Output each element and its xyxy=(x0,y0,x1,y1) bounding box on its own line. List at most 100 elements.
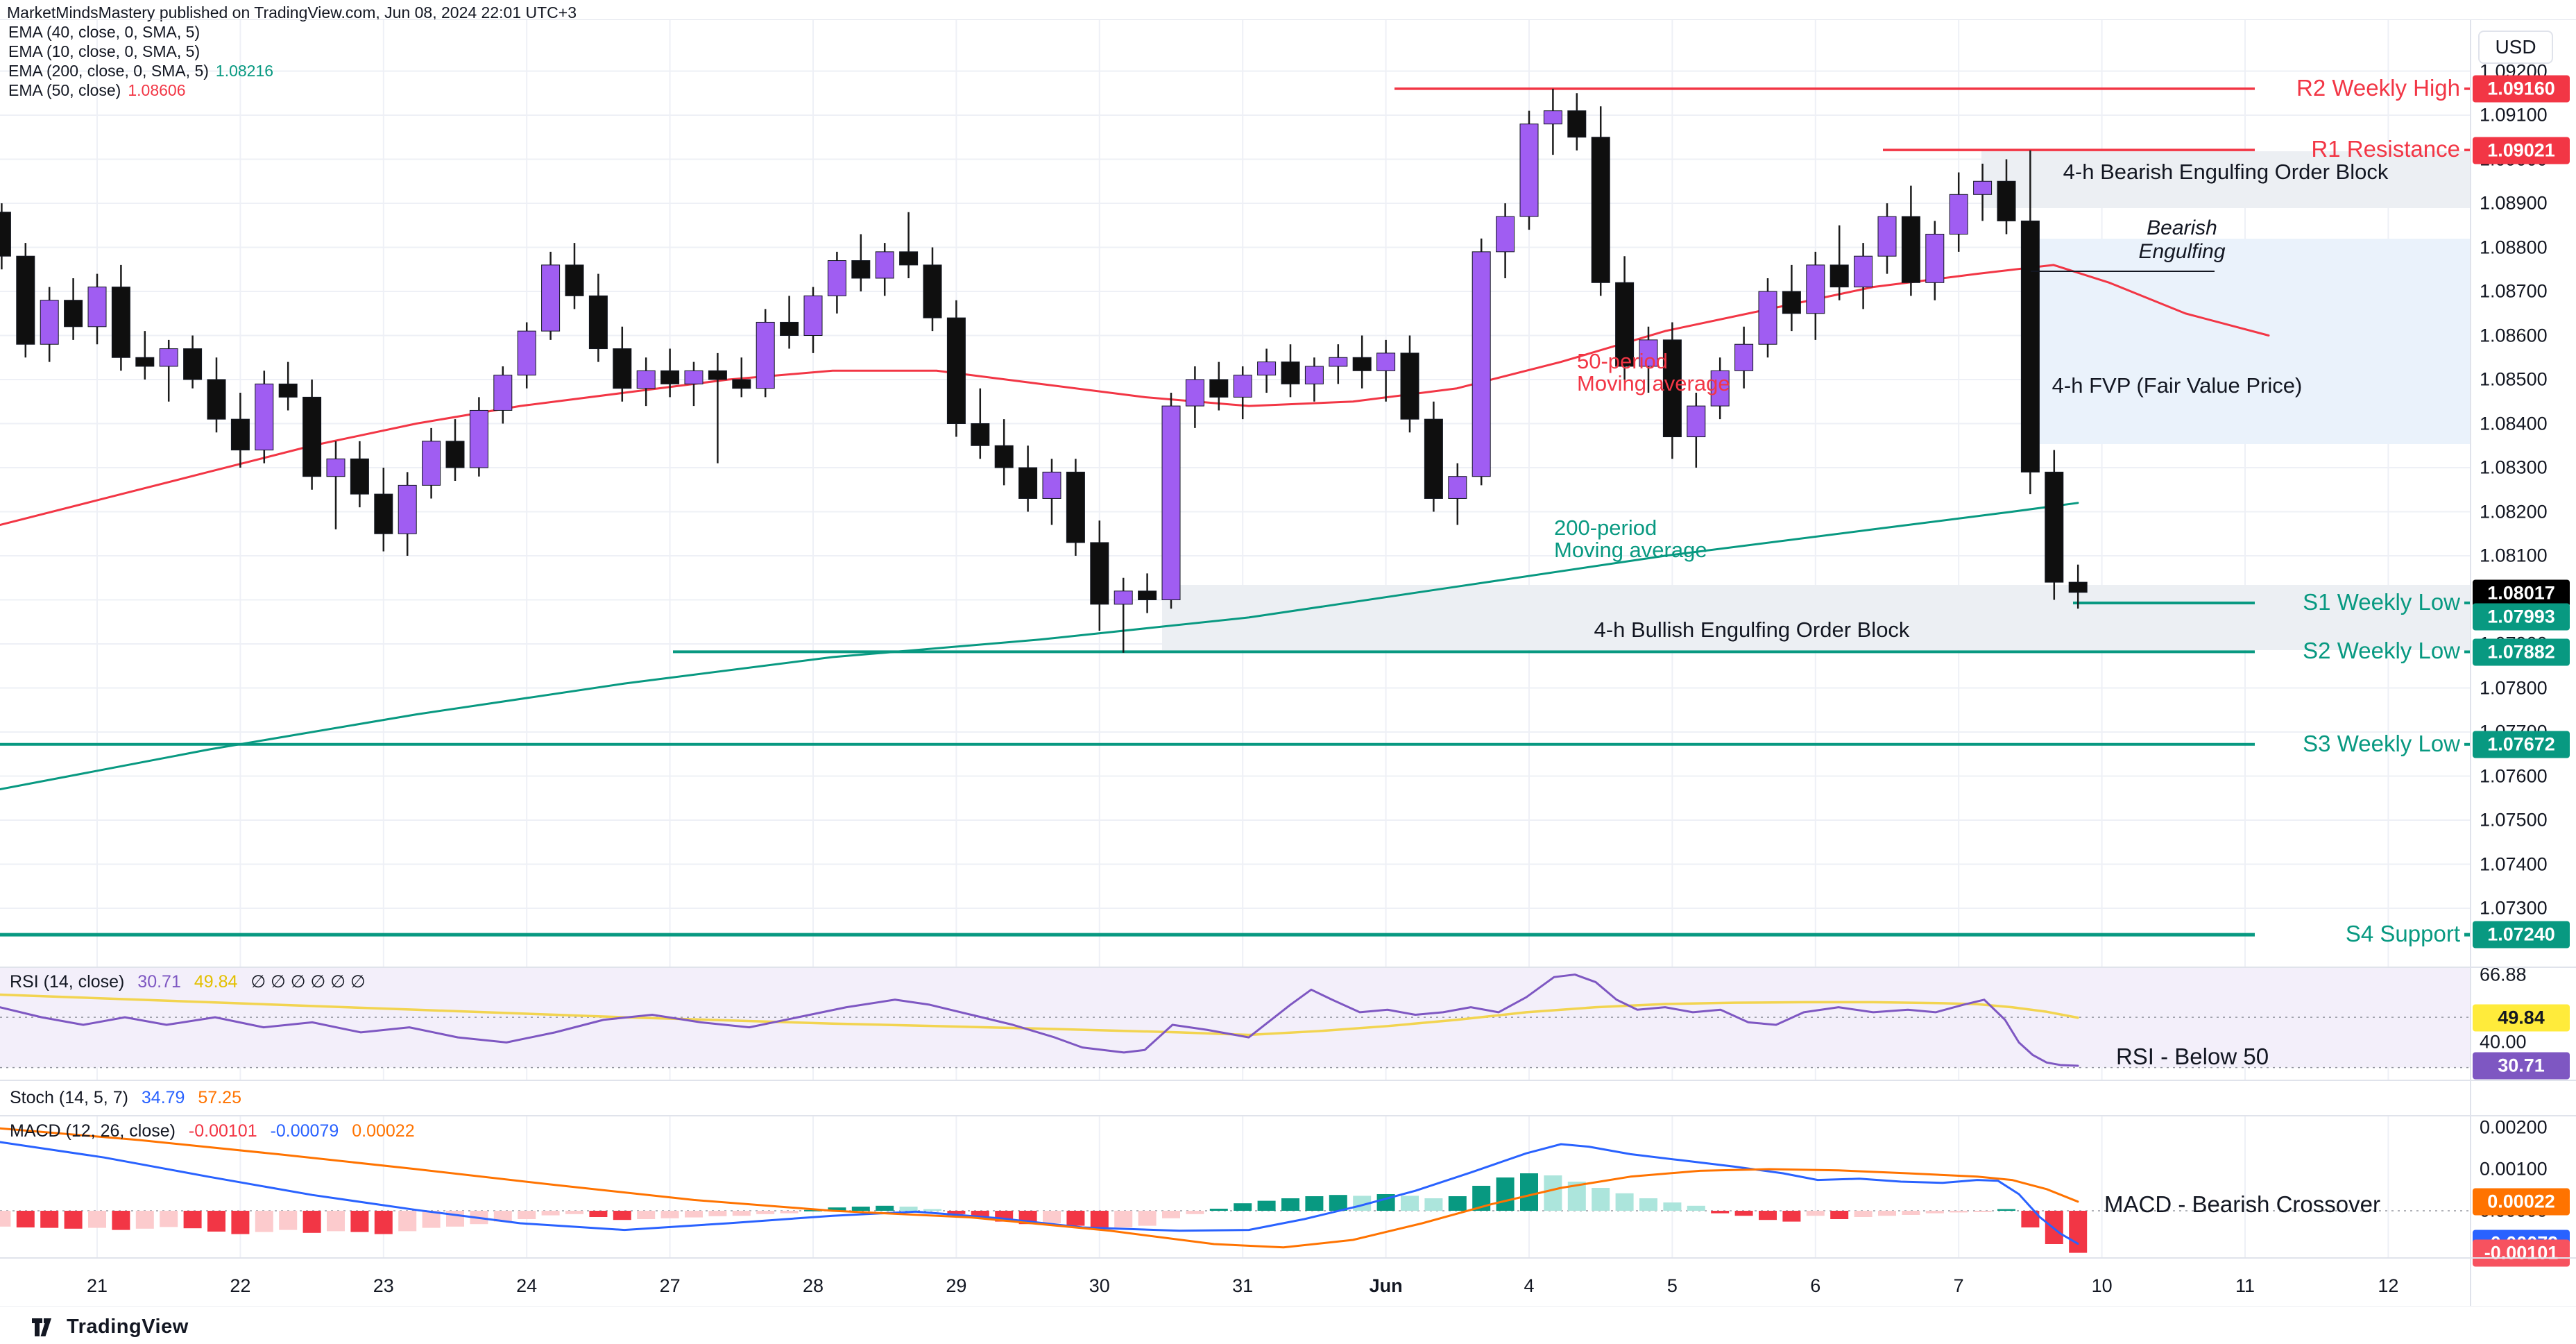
candle-down[interactable] xyxy=(1066,471,1085,543)
candle-up[interactable] xyxy=(517,330,536,376)
candle-down[interactable] xyxy=(899,251,919,266)
time-label-12[interactable]: 12 xyxy=(2378,1275,2399,1296)
candle-up[interactable] xyxy=(1185,379,1204,407)
candle-down[interactable] xyxy=(1424,418,1443,499)
candle-up[interactable] xyxy=(1758,291,1777,345)
rsi-stoch-divider[interactable] xyxy=(0,1080,2576,1081)
candle-down[interactable] xyxy=(1281,361,1300,384)
candle-down[interactable] xyxy=(971,423,990,446)
candle-down[interactable] xyxy=(588,295,608,350)
candle-up[interactable] xyxy=(1496,216,1515,253)
candle-down[interactable] xyxy=(135,357,155,367)
candle-down[interactable] xyxy=(660,370,680,384)
candle-down[interactable] xyxy=(445,441,465,468)
candle-up[interactable] xyxy=(1543,110,1562,125)
candle-down[interactable] xyxy=(780,321,799,337)
candle-down[interactable] xyxy=(708,370,727,380)
candle-up[interactable] xyxy=(1973,180,1993,195)
candle-down[interactable] xyxy=(2045,471,2064,583)
candle-up[interactable] xyxy=(756,321,775,389)
candle-down[interactable] xyxy=(2068,581,2088,593)
candle-up[interactable] xyxy=(1329,357,1348,367)
candle-down[interactable] xyxy=(183,348,203,380)
candle-up[interactable] xyxy=(1806,264,1825,314)
candle-down[interactable] xyxy=(1400,352,1419,420)
candle-up[interactable] xyxy=(255,383,274,451)
time-label-24[interactable]: 24 xyxy=(516,1275,538,1296)
candle-down[interactable] xyxy=(1591,137,1610,283)
candle-down[interactable] xyxy=(994,445,1014,468)
candle-down[interactable] xyxy=(923,264,942,318)
candle-up[interactable] xyxy=(1472,251,1491,477)
candle-down[interactable] xyxy=(732,379,751,389)
candle-down[interactable] xyxy=(1138,590,1157,600)
candle-up[interactable] xyxy=(326,458,346,477)
legend-ema200[interactable]: EMA (200, close, 0, SMA, 5) 1.08216 xyxy=(8,62,274,80)
stoch-macd-divider[interactable] xyxy=(0,1115,2576,1116)
candle-up[interactable] xyxy=(803,295,823,337)
candle-down[interactable] xyxy=(851,260,871,279)
time-label-21[interactable]: 21 xyxy=(86,1275,108,1296)
candle-up[interactable] xyxy=(159,348,178,367)
time-label-31[interactable]: 31 xyxy=(1232,1275,1254,1296)
price-axis-currency[interactable]: USD xyxy=(2478,31,2553,64)
rsi-legend[interactable]: RSI (14, close) 30.71 49.84 ∅ ∅ ∅ ∅ ∅ ∅ xyxy=(10,972,366,992)
candle-up[interactable] xyxy=(1304,366,1324,384)
time-label-23[interactable]: 23 xyxy=(373,1275,394,1296)
candle-up[interactable] xyxy=(875,251,894,279)
candle-up[interactable] xyxy=(1877,216,1897,257)
candle-down[interactable] xyxy=(230,418,250,451)
candle-down[interactable] xyxy=(565,264,584,296)
time-label-5[interactable]: 5 xyxy=(1666,1275,1678,1296)
candle-up[interactable] xyxy=(1519,124,1539,217)
main-rsi-divider[interactable] xyxy=(0,967,2576,968)
time-label-22[interactable]: 22 xyxy=(230,1275,251,1296)
candle-down[interactable] xyxy=(111,287,130,358)
macd-legend[interactable]: MACD (12, 26, close) -0.00101 -0.00079 0… xyxy=(10,1121,415,1141)
candle-down[interactable] xyxy=(207,379,226,420)
candle-down[interactable] xyxy=(16,255,35,345)
candle-up[interactable] xyxy=(422,441,441,486)
time-label-29[interactable]: 29 xyxy=(946,1275,967,1296)
time-label-30[interactable]: 30 xyxy=(1089,1275,1110,1296)
candle-up[interactable] xyxy=(684,370,703,384)
legend-ema50[interactable]: EMA (50, close) 1.08606 xyxy=(8,81,186,99)
candle-up[interactable] xyxy=(1161,405,1181,600)
candle-down[interactable] xyxy=(0,212,11,257)
candle-up[interactable] xyxy=(469,409,488,468)
candle-up[interactable] xyxy=(1949,194,1968,235)
candle-up[interactable] xyxy=(493,375,513,411)
candle-down[interactable] xyxy=(1829,264,1849,288)
time-label-27[interactable]: 27 xyxy=(659,1275,681,1296)
candle-up[interactable] xyxy=(1233,375,1252,398)
candle-up[interactable] xyxy=(541,264,561,332)
candle-up[interactable] xyxy=(636,370,656,389)
candle-up[interactable] xyxy=(1448,476,1467,499)
candle-up[interactable] xyxy=(827,260,846,296)
indicator-legend[interactable]: EMA (40, close, 0, SMA, 5) EMA (10, clos… xyxy=(8,22,273,100)
candle-down[interactable] xyxy=(1567,110,1587,138)
time-label-6[interactable]: 6 xyxy=(1810,1275,1821,1296)
candle-down[interactable] xyxy=(1090,542,1109,605)
candle-down[interactable] xyxy=(1352,357,1372,371)
candle-down[interactable] xyxy=(374,493,393,534)
candle-up[interactable] xyxy=(1925,233,1945,283)
candle-up[interactable] xyxy=(1687,405,1706,438)
time-label-7[interactable]: 7 xyxy=(1953,1275,1964,1296)
candle-up[interactable] xyxy=(1114,590,1133,605)
time-label-10[interactable]: 10 xyxy=(2091,1275,2113,1296)
candle-down[interactable] xyxy=(278,383,298,398)
legend-ema40[interactable]: EMA (40, close, 0, SMA, 5) xyxy=(8,23,201,41)
candle-down[interactable] xyxy=(1782,291,1801,314)
candle-down[interactable] xyxy=(64,300,83,328)
candle-down[interactable] xyxy=(1662,339,1682,438)
candle-up[interactable] xyxy=(1639,339,1658,367)
stoch-legend[interactable]: Stoch (14, 5, 7) 34.79 57.25 xyxy=(10,1088,241,1107)
candle-down[interactable] xyxy=(1018,467,1038,499)
candle-up[interactable] xyxy=(1042,471,1061,499)
candle-down[interactable] xyxy=(350,458,369,495)
legend-ema10[interactable]: EMA (10, close, 0, SMA, 5) xyxy=(8,42,201,60)
candle-down[interactable] xyxy=(1901,216,1920,283)
time-label-11[interactable]: 11 xyxy=(2235,1275,2255,1296)
